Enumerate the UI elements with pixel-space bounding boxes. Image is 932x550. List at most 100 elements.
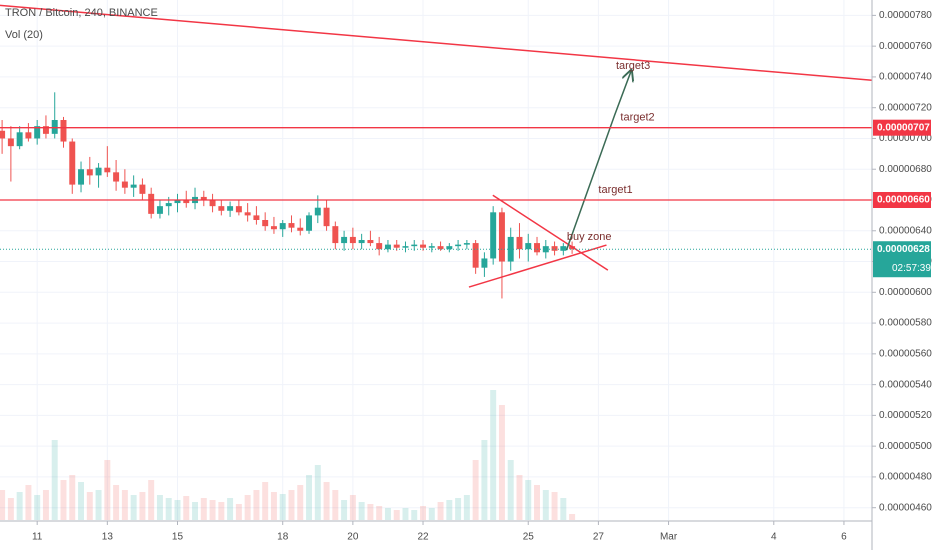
candle-body	[402, 246, 409, 248]
volume-bar	[86, 492, 93, 520]
candle-body	[0, 130, 6, 139]
y-tick-label: 0.00000520	[879, 410, 932, 421]
volume-bar	[244, 495, 251, 520]
volume-bar	[130, 495, 137, 520]
candle-body	[376, 243, 383, 250]
volume-bar	[437, 502, 444, 520]
volume-bar	[227, 498, 234, 520]
candle-body	[209, 200, 216, 207]
trend-line	[0, 4, 873, 82]
level-text: target1	[598, 184, 632, 196]
candle-body	[95, 167, 102, 176]
volume-bar	[288, 490, 295, 520]
arrow	[565, 70, 631, 251]
candle-body	[235, 206, 242, 213]
x-tick-label: 13	[102, 532, 114, 543]
volume-bar	[306, 475, 313, 520]
y-tick-label: 0.00000680	[879, 164, 932, 175]
candle-body	[148, 193, 155, 214]
candle-body	[279, 223, 286, 230]
volume-bar	[270, 492, 277, 520]
volume-bar	[498, 405, 505, 520]
volume-bar	[78, 482, 85, 520]
trend-line	[492, 194, 609, 271]
volume-bar	[384, 508, 391, 520]
candle-body	[306, 215, 313, 231]
volume-bar	[200, 498, 207, 520]
annotation: buy zone	[567, 231, 612, 243]
price-tag	[873, 192, 931, 208]
candle-body	[130, 184, 137, 188]
y-tick-label: 0.00000500	[879, 441, 932, 452]
candle-body	[551, 246, 558, 251]
candle-body	[463, 243, 470, 245]
volume-bar	[25, 485, 32, 520]
volume-bar	[323, 482, 330, 520]
candle-body	[542, 246, 549, 253]
candle-body	[16, 132, 23, 147]
volume-bar	[446, 500, 453, 520]
volume-bar	[165, 498, 172, 520]
volume-bar	[314, 465, 321, 520]
candle-body	[253, 215, 260, 220]
volume-bar	[534, 485, 541, 520]
y-tick-label: 0.00000760	[879, 41, 932, 52]
volume-bar	[542, 490, 549, 520]
candle-body	[516, 236, 523, 250]
volume-bar	[332, 490, 339, 520]
volume-bar	[402, 508, 409, 520]
volume-bar	[139, 492, 146, 520]
candle-body	[323, 207, 330, 227]
y-tick-label: 0.00000700	[879, 133, 932, 144]
candle-body	[534, 243, 541, 253]
x-tick-label: 11	[32, 532, 43, 543]
candle-body	[560, 246, 567, 251]
x-tick-label: 25	[523, 532, 535, 543]
price-tag-label: 0.00000628	[877, 244, 930, 255]
volume-bar	[367, 504, 374, 520]
y-tick-label: 0.00000740	[879, 72, 932, 83]
candle-body	[332, 226, 339, 244]
volume-bar	[551, 492, 558, 520]
volume-bar	[7, 498, 14, 520]
volume-bar	[349, 495, 356, 520]
candle-body	[121, 181, 128, 188]
candle-body	[393, 244, 400, 248]
x-tick-label: 22	[417, 532, 429, 543]
volume-bar	[428, 508, 435, 520]
volume-bar	[156, 495, 163, 520]
volume-bar	[209, 500, 216, 520]
volume-bar	[393, 510, 400, 520]
volume-bar	[113, 485, 120, 520]
volume-bar	[174, 500, 181, 520]
candle-body	[437, 246, 444, 250]
volume-bar	[16, 492, 23, 520]
volume-bar	[463, 495, 470, 520]
volume-bar	[148, 480, 155, 520]
candle-body	[165, 203, 172, 207]
candle-body	[481, 258, 488, 268]
candle-body	[104, 167, 111, 173]
candle-body	[428, 246, 435, 248]
y-tick-label: 0.00000600	[879, 287, 932, 298]
countdown: 02:57:39	[892, 263, 931, 274]
candle-body	[525, 243, 532, 250]
y-tick-label: 0.00000480	[879, 472, 932, 483]
candle-body	[7, 138, 14, 147]
trend-line	[468, 244, 607, 288]
candle-body	[270, 226, 277, 230]
candle-body	[200, 196, 207, 200]
price-tag	[873, 241, 931, 278]
volume-bar	[481, 440, 488, 520]
level-text: target2	[620, 112, 654, 124]
price-tag-label: 0.00000660	[877, 195, 930, 206]
volume-bar	[218, 502, 225, 520]
candle-body	[341, 236, 348, 244]
candle-body	[297, 227, 304, 231]
candle-body	[420, 244, 427, 248]
candle-body	[244, 212, 251, 216]
y-tick-label: 0.00000640	[879, 225, 932, 236]
candle-body	[218, 206, 225, 211]
volume-bar	[358, 502, 365, 520]
